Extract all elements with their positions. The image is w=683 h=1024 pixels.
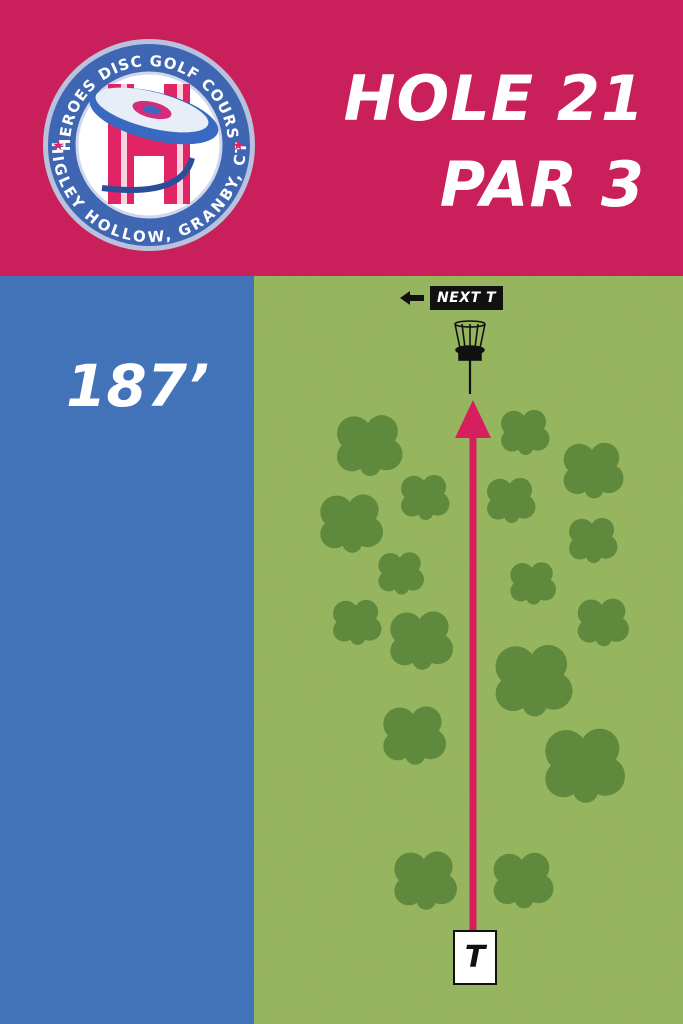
tee-label: T <box>464 940 486 975</box>
basket-icon <box>454 320 486 394</box>
left-arrow-icon <box>400 291 424 305</box>
side-panel <box>0 276 254 1024</box>
tee-pad: T <box>453 930 497 985</box>
course-logo: HEROES DISC GOLF COURSE HIGLEY HOLLOW, G… <box>42 38 255 251</box>
star-icon: ★ <box>232 137 245 153</box>
hole-title: HOLE 21 PAR 3 <box>344 56 645 228</box>
hole-distance: 187’ <box>66 352 210 420</box>
hole-number: HOLE 21 <box>343 62 645 135</box>
star-icon: ★ <box>52 137 65 153</box>
header-banner: HEROES DISC GOLF COURSE HIGLEY HOLLOW, G… <box>0 0 683 276</box>
hole-par: PAR 3 <box>439 148 645 221</box>
hole-map <box>254 276 683 1024</box>
flight-arrow-icon <box>455 400 491 438</box>
disc-icon <box>89 87 219 193</box>
next-tee-label: NEXT T <box>430 286 504 310</box>
